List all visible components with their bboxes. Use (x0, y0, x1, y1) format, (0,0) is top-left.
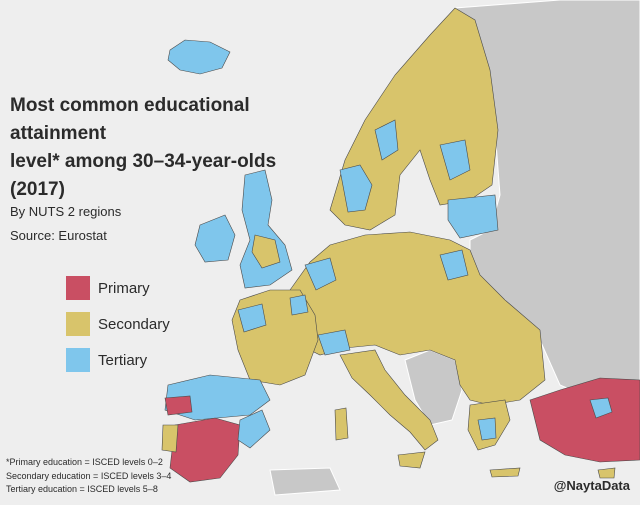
legend-swatch-primary (66, 276, 90, 300)
cyprus (597, 467, 616, 479)
sicily (397, 451, 426, 469)
baltic-tertiary (447, 194, 499, 239)
turkey-tertiary (589, 397, 613, 419)
legend: Primary Secondary Tertiary (66, 270, 170, 378)
legend-item-secondary: Secondary (66, 306, 170, 342)
switzerland-tertiary (317, 329, 351, 356)
note-tertiary: Tertiary education = ISCED levels 5–8 (6, 484, 158, 494)
map-title: Most common educational attainment level… (10, 92, 310, 204)
greece-tertiary (477, 417, 497, 441)
legend-item-primary: Primary (66, 270, 170, 306)
italy (339, 349, 439, 451)
non-eu-north-africa (269, 467, 341, 496)
poland-tertiary (439, 249, 469, 281)
title-line-3: (2017) (10, 179, 65, 200)
footnotes: *Primary education = ISCED levels 0–2 Se… (6, 456, 171, 497)
legend-item-tertiary: Tertiary (66, 342, 170, 378)
legend-swatch-tertiary (66, 348, 90, 372)
author-handle: @NaytaData (553, 478, 630, 493)
ireland (194, 214, 236, 263)
legend-label-tertiary: Tertiary (98, 351, 148, 369)
turkey (529, 377, 640, 463)
portugal-north-primary (164, 395, 193, 416)
legend-label-secondary: Secondary (98, 315, 170, 333)
scandinavia-tertiary-2 (374, 119, 399, 161)
france-tertiary-2 (289, 294, 309, 316)
legend-label-primary: Primary (98, 279, 150, 297)
iberia-primary (169, 417, 241, 483)
legend-swatch-secondary (66, 312, 90, 336)
note-secondary: Secondary education = ISCED levels 3–4 (6, 470, 172, 481)
note-primary: *Primary education = ISCED levels 0–2 (6, 457, 163, 467)
spain-east-tertiary (237, 409, 271, 449)
crete (489, 467, 521, 478)
france-tertiary-1 (237, 303, 267, 333)
sardinia (334, 407, 349, 441)
benelux-tertiary (304, 257, 337, 291)
iceland (167, 39, 231, 75)
portugal-secondary (161, 424, 179, 453)
title-line-1: Most common educational attainment (10, 95, 250, 144)
great-britain-secondary (251, 234, 281, 269)
subtitle-regions: By NUTS 2 regions (10, 204, 122, 219)
scandinavia-tertiary-3 (439, 139, 471, 181)
source-label: Source: Eurostat (10, 228, 107, 243)
title-line-2: level* among 30–34-year-olds (10, 151, 277, 172)
scandinavia-tertiary-1 (339, 164, 373, 213)
